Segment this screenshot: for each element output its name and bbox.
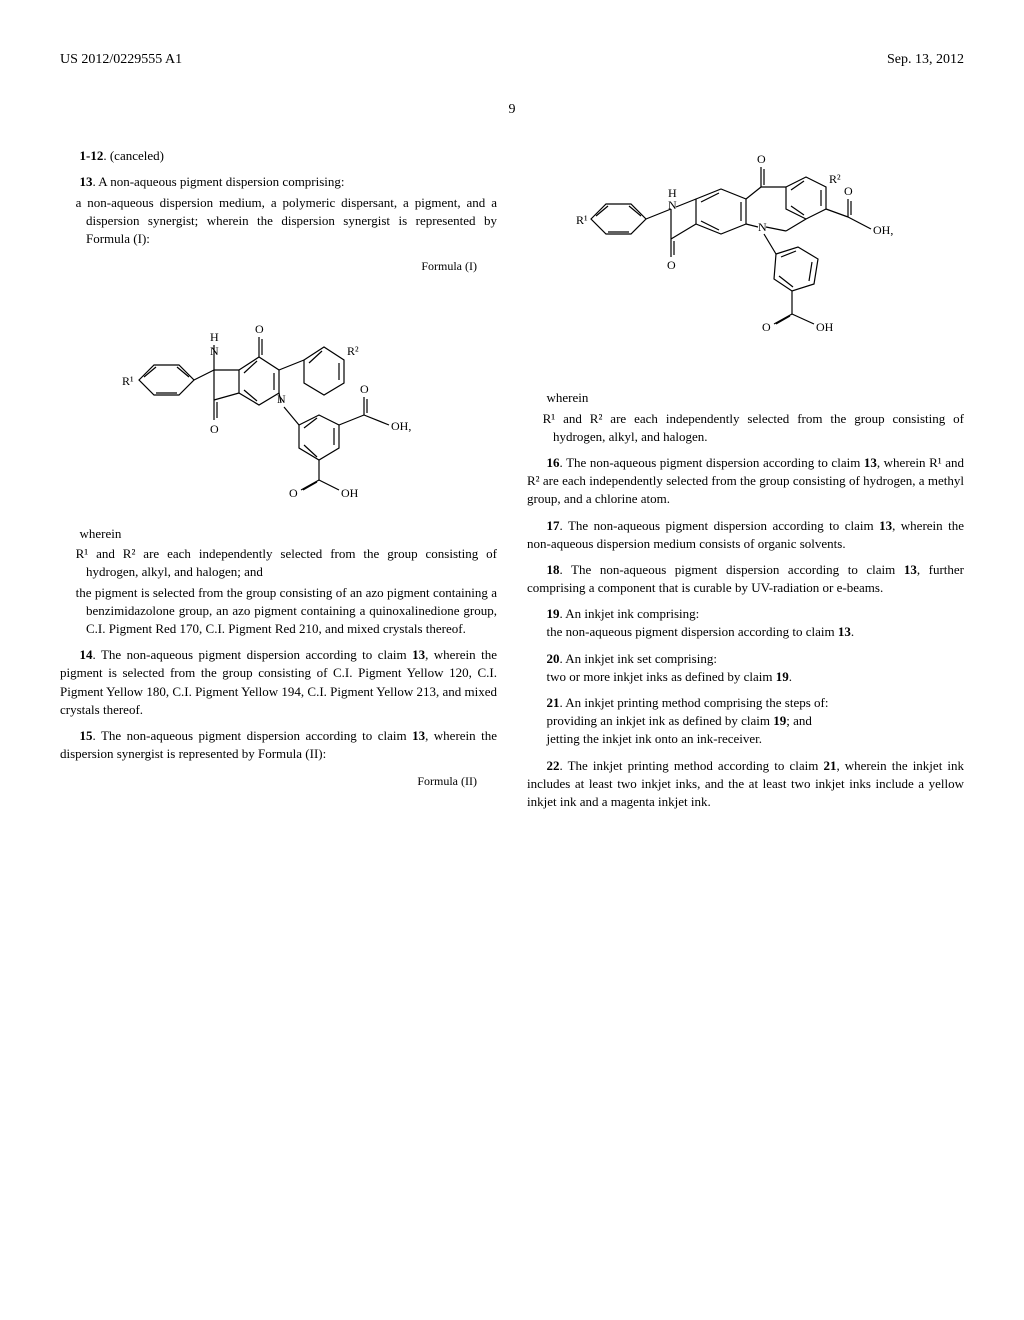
publication-number: US 2012/0229555 A1 [60,50,182,70]
claim-lead: . An inkjet ink comprising: [560,606,700,621]
claim-cont: . [789,669,792,684]
formula-2-label: Formula (II) [60,773,497,790]
claim-text: . (canceled) [103,148,164,163]
claim-13-body: a non-aqueous dispersion medium, a polym… [60,194,497,249]
claim-13-wherein: wherein [60,525,497,543]
svg-text:OH: OH [816,320,834,334]
claim-text: . The non-aqueous pigment dispersion acc… [93,728,413,743]
claim-lead: . An inkjet ink set comprising: [560,651,717,666]
claim-ref: 13 [412,647,425,662]
page-header: US 2012/0229555 A1 Sep. 13, 2012 [60,50,964,70]
claim-num: 22 [547,758,560,773]
claim-16: 16. The non-aqueous pigment dispersion a… [527,454,964,509]
claim-lead: . An inkjet printing method comprising t… [560,695,829,710]
claim-num: 21 [547,695,560,710]
claim-14: 14. The non-aqueous pigment dispersion a… [60,646,497,719]
claim-text: two or more inkjet inks as defined by cl… [547,669,776,684]
claim-ref: 13 [838,624,851,639]
svg-text:R²: R² [347,344,359,358]
claim-text: the non-aqueous pigment dispersion accor… [547,624,838,639]
claim-15: 15. The non-aqueous pigment dispersion a… [60,727,497,763]
svg-text:H: H [210,330,219,344]
claim-num: 15 [80,728,93,743]
claim-21: 21. An inkjet printing method comprising… [527,694,964,712]
claim-text: . The non-aqueous pigment dispersion acc… [560,455,864,470]
claim-num: 13 [80,174,93,189]
claim-20-body: two or more inkjet inks as defined by cl… [527,668,964,686]
formula-1-label: Formula (I) [60,258,497,275]
svg-text:O: O [757,152,766,166]
claim-18: 18. The non-aqueous pigment dispersion a… [527,561,964,597]
svg-text:OH,: OH, [391,419,411,433]
claim-num: 16 [547,455,560,470]
svg-text:N: N [210,344,219,358]
svg-text:OH,: OH, [873,223,893,237]
svg-text:R¹: R¹ [122,374,134,388]
claim-ref: 13 [864,455,877,470]
claim-num: 17 [547,518,560,533]
formula-1-structure: R¹ H N O O [60,285,497,510]
claim-15b-wherein: wherein [527,389,964,407]
claim-cont: . [851,624,854,639]
claim-num: 19 [547,606,560,621]
claim-ref: 13 [879,518,892,533]
page-number: 9 [60,100,964,120]
formula-2-structure: R¹ H N O O [527,139,964,374]
claim-15b-sub1: R¹ and R² are each independently selecte… [527,410,964,446]
claim-21-body2: jetting the inkjet ink onto an ink-recei… [527,730,964,748]
claim-21-body1: providing an inkjet ink as defined by cl… [527,712,964,730]
svg-text:O: O [289,486,298,500]
claim-text: . The inkjet printing method according t… [560,758,824,773]
claim-text: . The non-aqueous pigment dispersion acc… [560,562,904,577]
end-marks: * * * * * [994,139,1024,157]
claim-ref: 13 [412,728,425,743]
svg-text:R²: R² [829,172,841,186]
claim-num: 1-12 [80,148,104,163]
claim-num: 14 [80,647,93,662]
svg-text:O: O [360,382,369,396]
claim-13: 13. A non-aqueous pigment dispersion com… [60,173,497,191]
claims-content: 1-12. (canceled) 13. A non-aqueous pigme… [60,139,964,819]
claim-17: 17. The non-aqueous pigment dispersion a… [527,517,964,553]
claim-1-12: 1-12. (canceled) [60,147,497,165]
svg-text:O: O [762,320,771,334]
claim-num: 20 [547,651,560,666]
claim-text: . The non-aqueous pigment dispersion acc… [560,518,880,533]
claim-22: 22. The inkjet printing method according… [527,757,964,812]
svg-text:N: N [668,198,677,212]
claim-num: 18 [547,562,560,577]
svg-text:N: N [758,220,767,234]
claim-19: 19. An inkjet ink comprising: [527,605,964,623]
claim-20: 20. An inkjet ink set comprising: [527,650,964,668]
svg-text:O: O [667,258,676,272]
publication-date: Sep. 13, 2012 [887,50,964,70]
claim-19-body: the non-aqueous pigment dispersion accor… [527,623,964,641]
svg-text:OH: OH [341,486,359,500]
claim-ref: 19 [776,669,789,684]
claim-cont: ; and [786,713,812,728]
claim-ref: 21 [823,758,836,773]
claim-lead: . A non-aqueous pigment dispersion compr… [93,174,345,189]
claim-text: . The non-aqueous pigment dispersion acc… [93,647,413,662]
claim-ref: 19 [773,713,786,728]
claim-13-sub2: the pigment is selected from the group c… [60,584,497,639]
claim-13-sub1: R¹ and R² are each independently selecte… [60,545,497,581]
claim-text: providing an inkjet ink as defined by cl… [547,713,774,728]
svg-text:O: O [844,184,853,198]
claim-ref: 13 [904,562,917,577]
svg-text:O: O [255,322,264,336]
svg-text:R¹: R¹ [576,213,588,227]
svg-text:N: N [277,392,286,406]
svg-text:O: O [210,422,219,436]
